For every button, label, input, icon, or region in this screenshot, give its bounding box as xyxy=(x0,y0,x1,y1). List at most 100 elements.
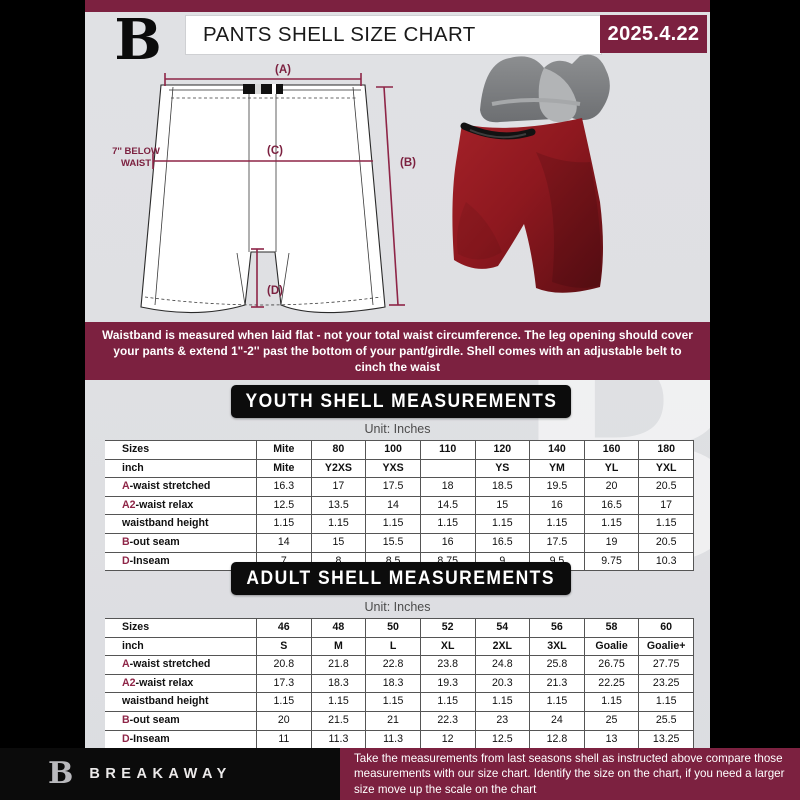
row-label-mark: A2 xyxy=(122,676,136,689)
data-cell: 17.5 xyxy=(365,477,421,497)
table-row: A-waist stretched 16.3 17 17.5 18 18.5 19.5 20 2… xyxy=(105,477,694,497)
data-cell: 9.75 xyxy=(583,551,640,572)
row-label-text: -waist relax xyxy=(135,676,194,689)
row-label-mark: A xyxy=(122,480,130,493)
data-cell: 25.5 xyxy=(638,710,694,731)
data-cell: 21.3 xyxy=(529,673,585,694)
column-header-cell: 46 xyxy=(256,618,312,638)
data-cell: 16 xyxy=(529,495,585,516)
data-cell: 18.5 xyxy=(474,477,531,497)
row-label-text: inch xyxy=(122,639,144,652)
row-label: inch xyxy=(105,458,257,479)
column-header-cell: 140 xyxy=(529,440,585,460)
youth-measurements-table: Sizes Mite 80 100 110 120 140 160 180 inch Mite Y2X… xyxy=(105,440,694,572)
row-label-text: -out seam xyxy=(129,713,180,726)
row-label-text: waistband height xyxy=(122,695,209,708)
row-label-mark: B xyxy=(122,713,130,726)
row-label-mark: D xyxy=(122,554,130,567)
column-header-cell: 80 xyxy=(310,440,367,460)
data-cell: 19 xyxy=(583,532,640,553)
table-row: inch Mite Y2XS YXS YS YM YL YXL xyxy=(105,458,694,479)
adult-unit-label: Unit: Inches xyxy=(364,600,431,614)
row-label: B-out seam xyxy=(105,710,257,731)
data-cell: 1.15 xyxy=(529,514,585,534)
data-cell: 16.5 xyxy=(474,532,531,553)
footer-brand-block: B BREAKAWAY xyxy=(0,748,340,800)
column-header-cell: 100 xyxy=(365,440,421,460)
table-row: D-Inseam 11 11.3 11.3 12 12.5 12.8 13 13.25 xyxy=(105,729,694,750)
page-header: B PANTS SHELL SIZE CHART 2025.4.22 xyxy=(85,12,710,68)
data-cell: 1.15 xyxy=(256,514,312,534)
data-cell: 23 xyxy=(474,710,531,731)
footer-note-text: Take the measurements from last seasons … xyxy=(354,752,785,796)
column-header-cell: 3XL xyxy=(529,636,585,657)
table-row: Sizes 46 48 50 52 54 56 58 60 xyxy=(105,618,694,638)
row-label: A2-waist relax xyxy=(105,495,257,516)
data-cell: 1.15 xyxy=(583,692,640,712)
row-label-text: Sizes xyxy=(122,443,150,455)
table-row: waistband height 1.15 1.15 1.15 1.15 1.15 1.15… xyxy=(105,692,694,712)
data-cell: 11 xyxy=(256,729,312,750)
data-cell: 1.15 xyxy=(365,514,421,534)
row-label: A2-waist relax xyxy=(105,673,257,694)
row-label: A-waist stretched xyxy=(105,477,257,497)
row-label-text: -waist relax xyxy=(135,498,194,511)
column-header-cell: YXS xyxy=(365,458,421,479)
row-label-mark: A xyxy=(122,658,130,671)
data-cell: 20.5 xyxy=(638,477,694,497)
data-cell: 21.5 xyxy=(310,710,367,731)
data-cell: 14 xyxy=(256,532,312,553)
data-cell: 20 xyxy=(583,477,640,497)
row-label-text: -Inseam xyxy=(129,732,170,745)
shorts-measurement-diagram: (A) (B) (C) (D) 7'' BELOW WAIST xyxy=(85,57,445,315)
column-header-cell: 50 xyxy=(365,618,421,638)
section-title-adult-label: ADULT SHELL MEASUREMENTS xyxy=(246,567,556,589)
data-cell: 15.5 xyxy=(365,532,421,553)
data-cell: 17.5 xyxy=(529,532,585,553)
row-label: inch xyxy=(105,636,257,657)
data-cell: 18 xyxy=(419,477,476,497)
column-header-cell: S xyxy=(256,636,312,657)
youth-unit-label: Unit: Inches xyxy=(364,422,431,436)
data-cell: 16.5 xyxy=(583,495,640,516)
data-cell: 24 xyxy=(529,710,585,731)
column-header-cell: L xyxy=(365,636,421,657)
data-cell: 19.3 xyxy=(419,673,476,694)
youth-table-wrap: Sizes Mite 80 100 110 120 140 160 180 inch Mite Y2X… xyxy=(105,440,694,572)
column-header-cell: 160 xyxy=(583,440,640,460)
data-cell: 1.15 xyxy=(256,692,312,712)
column-header-cell xyxy=(419,458,476,479)
data-cell: 13.25 xyxy=(638,729,694,750)
table-row: A2-waist relax 12.5 13.5 14 14.5 15 16 16.5 17 xyxy=(105,495,694,516)
data-cell: 21.8 xyxy=(310,655,367,675)
column-header-cell: 120 xyxy=(474,440,531,460)
dimension-label-c: (C) xyxy=(267,145,283,157)
column-header-cell: Y2XS xyxy=(310,458,367,479)
dimension-label-a: (A) xyxy=(275,64,291,76)
page-title-box: PANTS SHELL SIZE CHART xyxy=(185,15,602,55)
data-cell: 25.8 xyxy=(529,655,585,675)
data-cell: 12.5 xyxy=(256,495,312,516)
below-waist-note: 7'' BELOW WAIST xyxy=(112,146,160,169)
data-cell: 17 xyxy=(638,495,694,516)
row-label-text: -Inseam xyxy=(129,554,170,567)
adult-measurements-table: Sizes 46 48 50 52 54 56 58 60 inch S M L XL 2XL 3XL Goal… xyxy=(105,618,694,750)
table-row: A2-waist relax 17.3 18.3 18.3 19.3 20.3 21.3 22… xyxy=(105,673,694,694)
row-label-text: -out seam xyxy=(129,535,180,548)
column-header-cell: 2XL xyxy=(474,636,531,657)
row-label-text: -waist stretched xyxy=(129,480,211,493)
row-label-text: inch xyxy=(122,461,144,474)
data-cell: 1.15 xyxy=(529,692,585,712)
table-row: Sizes Mite 80 100 110 120 140 160 180 xyxy=(105,440,694,460)
data-cell: 12.8 xyxy=(529,729,585,750)
dimension-label-b: (B) xyxy=(400,157,416,169)
row-label: Sizes xyxy=(105,618,257,638)
data-cell: 1.15 xyxy=(474,692,531,712)
data-cell: 17 xyxy=(310,477,367,497)
column-header-cell: 110 xyxy=(419,440,476,460)
row-label-text: Sizes xyxy=(122,621,150,633)
row-label: D-Inseam xyxy=(105,729,257,750)
instruction-text: Waistband is measured when laid flat - n… xyxy=(102,328,693,374)
data-cell: 17.3 xyxy=(256,673,312,694)
